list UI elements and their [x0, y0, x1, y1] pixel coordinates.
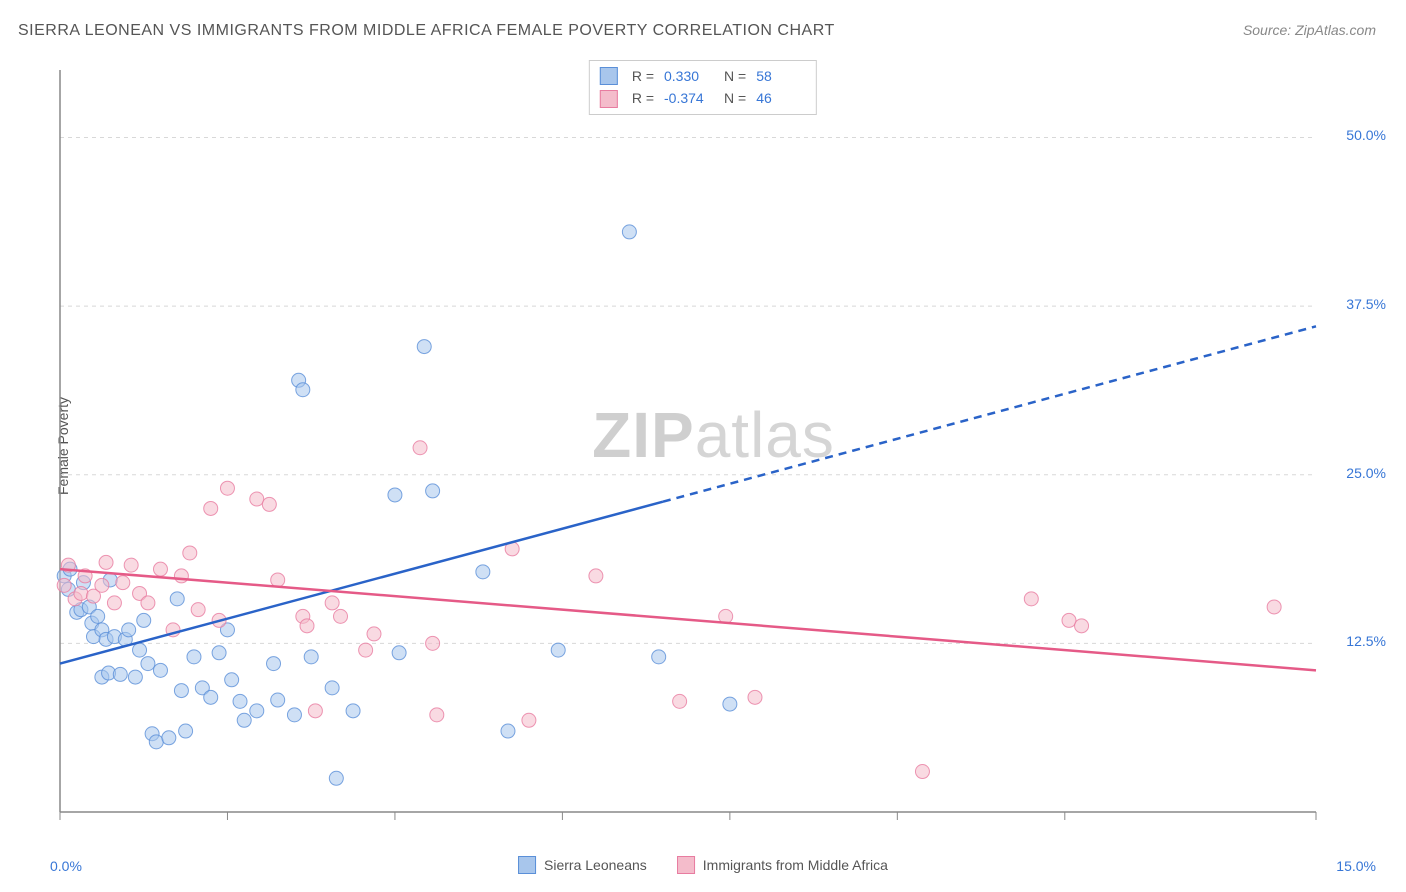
legend-label-0: Sierra Leoneans — [544, 857, 647, 873]
stats-n-value-0: 58 — [756, 65, 806, 87]
stats-r-label-1: R = — [632, 87, 654, 109]
legend-swatch-0 — [518, 856, 536, 874]
legend-swatch-1 — [677, 856, 695, 874]
x-tick-label: 0.0% — [50, 858, 82, 874]
stats-r-value-1: -0.374 — [664, 87, 714, 109]
y-tick-label: 37.5% — [1346, 296, 1386, 312]
y-tick-label: 50.0% — [1346, 127, 1386, 143]
chart-title: SIERRA LEONEAN VS IMMIGRANTS FROM MIDDLE… — [18, 22, 835, 40]
stats-swatch-1 — [600, 90, 618, 108]
x-tick-label: 15.0% — [1336, 858, 1376, 874]
legend-label-1: Immigrants from Middle Africa — [703, 857, 888, 873]
chart-area: ZIPatlas — [50, 60, 1326, 842]
stats-r-label-0: R = — [632, 65, 654, 87]
scatter-chart-svg — [50, 60, 1326, 842]
stats-n-label-1: N = — [724, 87, 746, 109]
y-tick-label: 12.5% — [1346, 633, 1386, 649]
stats-row-series-0: R = 0.330 N = 58 — [600, 65, 806, 87]
bottom-legend: Sierra Leoneans Immigrants from Middle A… — [518, 856, 888, 874]
stats-n-value-1: 46 — [756, 87, 806, 109]
stats-n-label-0: N = — [724, 65, 746, 87]
y-tick-label: 25.0% — [1346, 465, 1386, 481]
source-attribution: Source: ZipAtlas.com — [1243, 22, 1376, 38]
stats-r-value-0: 0.330 — [664, 65, 714, 87]
stats-row-series-1: R = -0.374 N = 46 — [600, 87, 806, 109]
legend-item-0: Sierra Leoneans — [518, 856, 647, 874]
legend-item-1: Immigrants from Middle Africa — [677, 856, 888, 874]
stats-swatch-0 — [600, 67, 618, 85]
stats-legend-box: R = 0.330 N = 58 R = -0.374 N = 46 — [589, 60, 817, 115]
